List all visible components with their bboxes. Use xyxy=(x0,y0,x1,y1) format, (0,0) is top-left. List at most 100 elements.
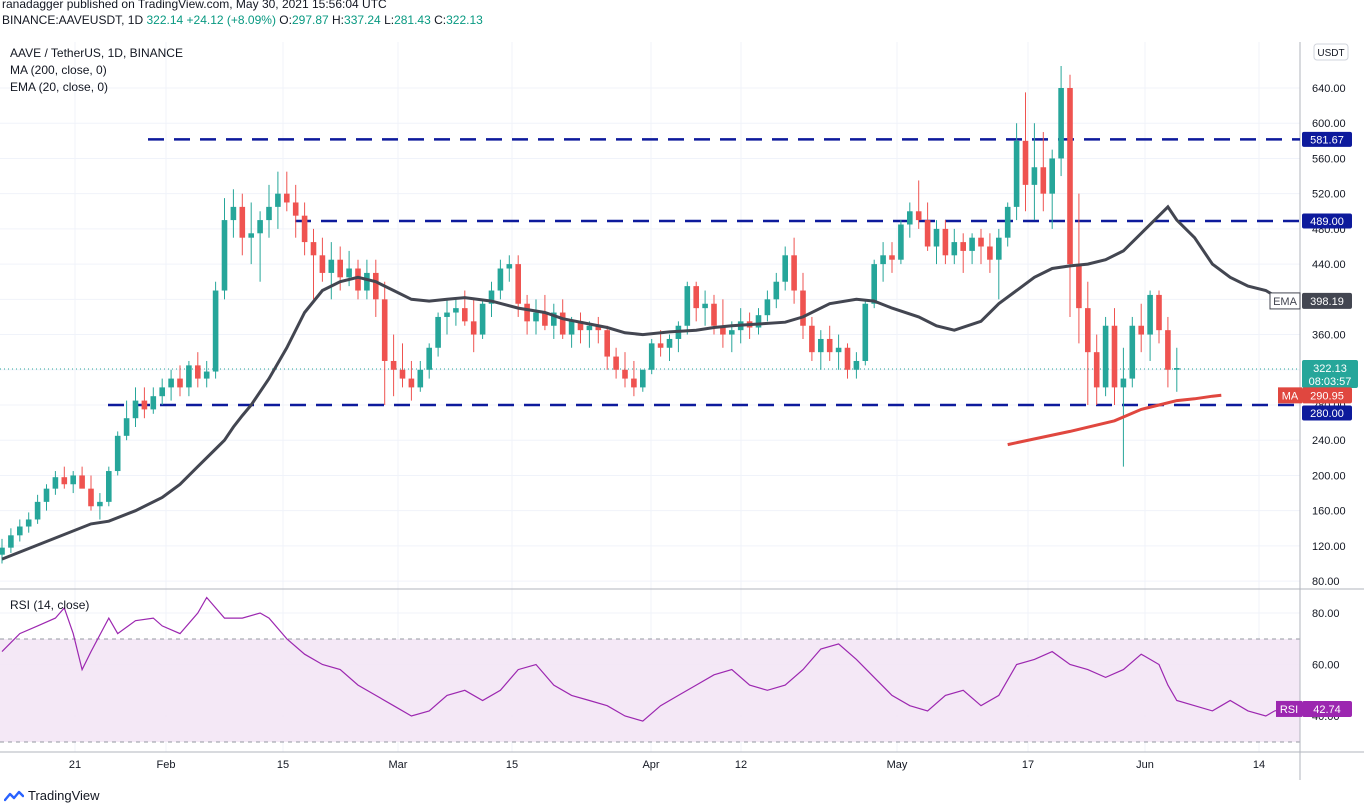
candle-body xyxy=(1058,88,1064,159)
price-tick-label: 600.00 xyxy=(1312,118,1346,130)
candle-body xyxy=(8,535,14,548)
candle-body xyxy=(1111,325,1118,388)
time-tick-label: 15 xyxy=(506,759,518,771)
candle-body xyxy=(239,206,246,238)
rsi-legend[interactable]: RSI (14, close) xyxy=(10,598,90,612)
candle-body xyxy=(186,365,192,388)
candle-body xyxy=(88,488,94,507)
candle-body xyxy=(257,220,263,234)
level-tag-280-bg xyxy=(1302,405,1352,421)
time-tick-label: Jun xyxy=(1136,759,1154,771)
candle-body xyxy=(230,206,237,221)
candle-body xyxy=(97,501,103,507)
candle-body xyxy=(1138,325,1144,335)
candle-body xyxy=(426,347,432,370)
price-tick-label: 200.00 xyxy=(1312,470,1346,482)
candle-body xyxy=(631,378,637,388)
candle-body xyxy=(729,330,735,335)
publish-info: ranadagger published on TradingView.com,… xyxy=(2,0,387,11)
candle-body xyxy=(1040,167,1047,194)
candle-body xyxy=(648,343,655,370)
ema-line xyxy=(1,204,1285,561)
rsi-tick-label: 80.00 xyxy=(1312,608,1340,620)
candle-body xyxy=(1067,88,1073,265)
ma200-line xyxy=(1007,393,1222,447)
time-tick-label: 12 xyxy=(735,759,747,771)
candle-body xyxy=(337,259,343,278)
candle-body xyxy=(800,290,806,326)
level-tag-489-bg xyxy=(1302,213,1352,229)
candle-body xyxy=(1174,368,1180,370)
candle-body xyxy=(826,338,833,353)
candle-body xyxy=(292,202,299,216)
candle-body xyxy=(399,369,406,379)
ema-label: EMA xyxy=(1273,296,1298,308)
price-tick-label: 360.00 xyxy=(1312,330,1346,342)
ema-value-tag-bg xyxy=(1302,292,1352,309)
open-label: O: xyxy=(279,13,292,27)
candle-body xyxy=(203,371,210,379)
candle-body xyxy=(462,308,468,322)
candle-body xyxy=(453,308,459,313)
rsi-band xyxy=(0,639,1300,742)
candle-body xyxy=(248,233,254,238)
ma-legend[interactable]: MA (200, close, 0) xyxy=(10,63,107,77)
candle-body xyxy=(898,224,904,260)
close-value: 322.13 xyxy=(446,13,483,27)
candle-body xyxy=(61,477,68,485)
candle-body xyxy=(284,193,290,203)
price-tick-label: 80.00 xyxy=(1312,576,1340,588)
time-tick-label: 21 xyxy=(69,759,81,771)
candle-body xyxy=(915,211,922,221)
candle-body xyxy=(809,325,815,353)
candle-body xyxy=(43,488,50,502)
level-tag-581-bg xyxy=(1302,131,1352,147)
candle-body xyxy=(346,268,352,278)
candle-body xyxy=(862,303,869,361)
candle-body xyxy=(693,286,699,309)
price-tick-label: 120.00 xyxy=(1312,541,1346,553)
currency-label: USDT xyxy=(1317,48,1344,59)
rsi-tick-label: 60.00 xyxy=(1312,660,1340,672)
candle-body xyxy=(996,237,1002,260)
candle-body xyxy=(577,321,584,331)
ema-legend[interactable]: EMA (20, close, 0) xyxy=(10,80,109,94)
candle-body xyxy=(301,215,308,243)
candle-body xyxy=(853,360,860,370)
price-tick-label: 560.00 xyxy=(1312,153,1346,165)
candle-body xyxy=(310,242,317,256)
candle-body xyxy=(595,325,602,331)
candle-body xyxy=(123,418,130,436)
time-tick-label: Feb xyxy=(157,759,176,771)
candle-body xyxy=(390,360,397,370)
candle-body xyxy=(951,242,958,256)
candle-body xyxy=(1147,294,1153,335)
candle-body xyxy=(488,290,495,304)
candle-body xyxy=(319,255,326,273)
candle-body xyxy=(221,220,228,291)
footer-brand[interactable]: TradingView xyxy=(4,788,100,803)
candle-body xyxy=(773,281,780,300)
candle-body xyxy=(684,286,691,326)
candle-body xyxy=(79,475,85,489)
candle-body xyxy=(34,501,41,520)
candle-body xyxy=(666,338,673,348)
candle-body xyxy=(328,259,335,273)
candle-body xyxy=(568,321,575,335)
candle-body xyxy=(159,387,165,397)
high-label: H: xyxy=(332,13,345,27)
candle-body xyxy=(355,268,361,291)
candle-body xyxy=(542,312,548,326)
time-tick-label: 17 xyxy=(1022,759,1034,771)
candle-body xyxy=(818,338,824,353)
candle-body xyxy=(408,378,415,388)
candle-body xyxy=(1004,206,1011,238)
candle-body xyxy=(0,547,5,555)
candle-body xyxy=(106,471,112,502)
candle-body xyxy=(470,321,477,335)
candle-body xyxy=(586,325,593,331)
candle-body xyxy=(114,435,121,472)
ema-value-tag: 398.19 xyxy=(1310,296,1344,308)
